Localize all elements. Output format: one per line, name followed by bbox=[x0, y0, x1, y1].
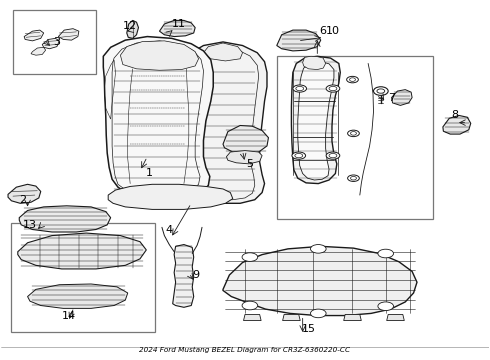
Polygon shape bbox=[392, 90, 412, 105]
Polygon shape bbox=[203, 43, 243, 61]
Text: 8: 8 bbox=[452, 111, 459, 121]
Polygon shape bbox=[42, 39, 59, 49]
Bar bbox=[277, 56, 433, 220]
Polygon shape bbox=[226, 150, 262, 164]
Polygon shape bbox=[298, 62, 334, 180]
Polygon shape bbox=[172, 244, 194, 307]
Polygon shape bbox=[8, 184, 41, 203]
Polygon shape bbox=[223, 126, 269, 154]
Polygon shape bbox=[103, 37, 213, 200]
Polygon shape bbox=[292, 56, 340, 184]
Ellipse shape bbox=[378, 302, 393, 311]
Polygon shape bbox=[184, 42, 267, 203]
Text: 6: 6 bbox=[319, 26, 327, 36]
Polygon shape bbox=[443, 116, 471, 134]
Ellipse shape bbox=[373, 87, 388, 95]
Text: 11: 11 bbox=[172, 19, 186, 29]
Bar bbox=[13, 10, 96, 74]
Text: 12: 12 bbox=[123, 21, 137, 31]
Text: 2024 Ford Mustang BEZEL Diagram for CR3Z-6360220-CC: 2024 Ford Mustang BEZEL Diagram for CR3Z… bbox=[140, 347, 350, 353]
Polygon shape bbox=[283, 315, 300, 320]
Ellipse shape bbox=[293, 85, 307, 92]
Ellipse shape bbox=[378, 249, 393, 258]
Text: 2: 2 bbox=[19, 195, 26, 205]
Polygon shape bbox=[27, 284, 128, 309]
Polygon shape bbox=[18, 233, 147, 269]
Polygon shape bbox=[343, 315, 361, 320]
Polygon shape bbox=[277, 30, 321, 51]
Polygon shape bbox=[19, 206, 111, 232]
Polygon shape bbox=[303, 56, 326, 69]
Polygon shape bbox=[127, 21, 139, 39]
Polygon shape bbox=[223, 246, 417, 316]
Polygon shape bbox=[387, 315, 404, 320]
Ellipse shape bbox=[311, 244, 326, 253]
Ellipse shape bbox=[311, 309, 326, 318]
Ellipse shape bbox=[242, 253, 258, 261]
Text: 1: 1 bbox=[146, 168, 153, 178]
Polygon shape bbox=[31, 47, 46, 55]
Polygon shape bbox=[159, 21, 195, 37]
Polygon shape bbox=[24, 30, 44, 41]
Text: 15: 15 bbox=[301, 324, 316, 334]
Polygon shape bbox=[58, 29, 79, 40]
Text: 5: 5 bbox=[246, 159, 253, 169]
Polygon shape bbox=[244, 315, 261, 320]
Ellipse shape bbox=[326, 85, 340, 92]
Bar bbox=[11, 223, 155, 332]
Ellipse shape bbox=[242, 301, 258, 310]
Text: 13: 13 bbox=[23, 220, 37, 230]
Ellipse shape bbox=[326, 152, 340, 159]
Polygon shape bbox=[108, 184, 233, 210]
Polygon shape bbox=[121, 41, 198, 70]
Text: 4: 4 bbox=[166, 225, 173, 235]
Ellipse shape bbox=[292, 152, 306, 159]
Text: 9: 9 bbox=[193, 270, 200, 280]
Text: 14: 14 bbox=[62, 311, 76, 321]
Text: 3: 3 bbox=[53, 37, 60, 47]
Text: 10: 10 bbox=[326, 26, 340, 36]
Text: 7: 7 bbox=[388, 93, 395, 103]
